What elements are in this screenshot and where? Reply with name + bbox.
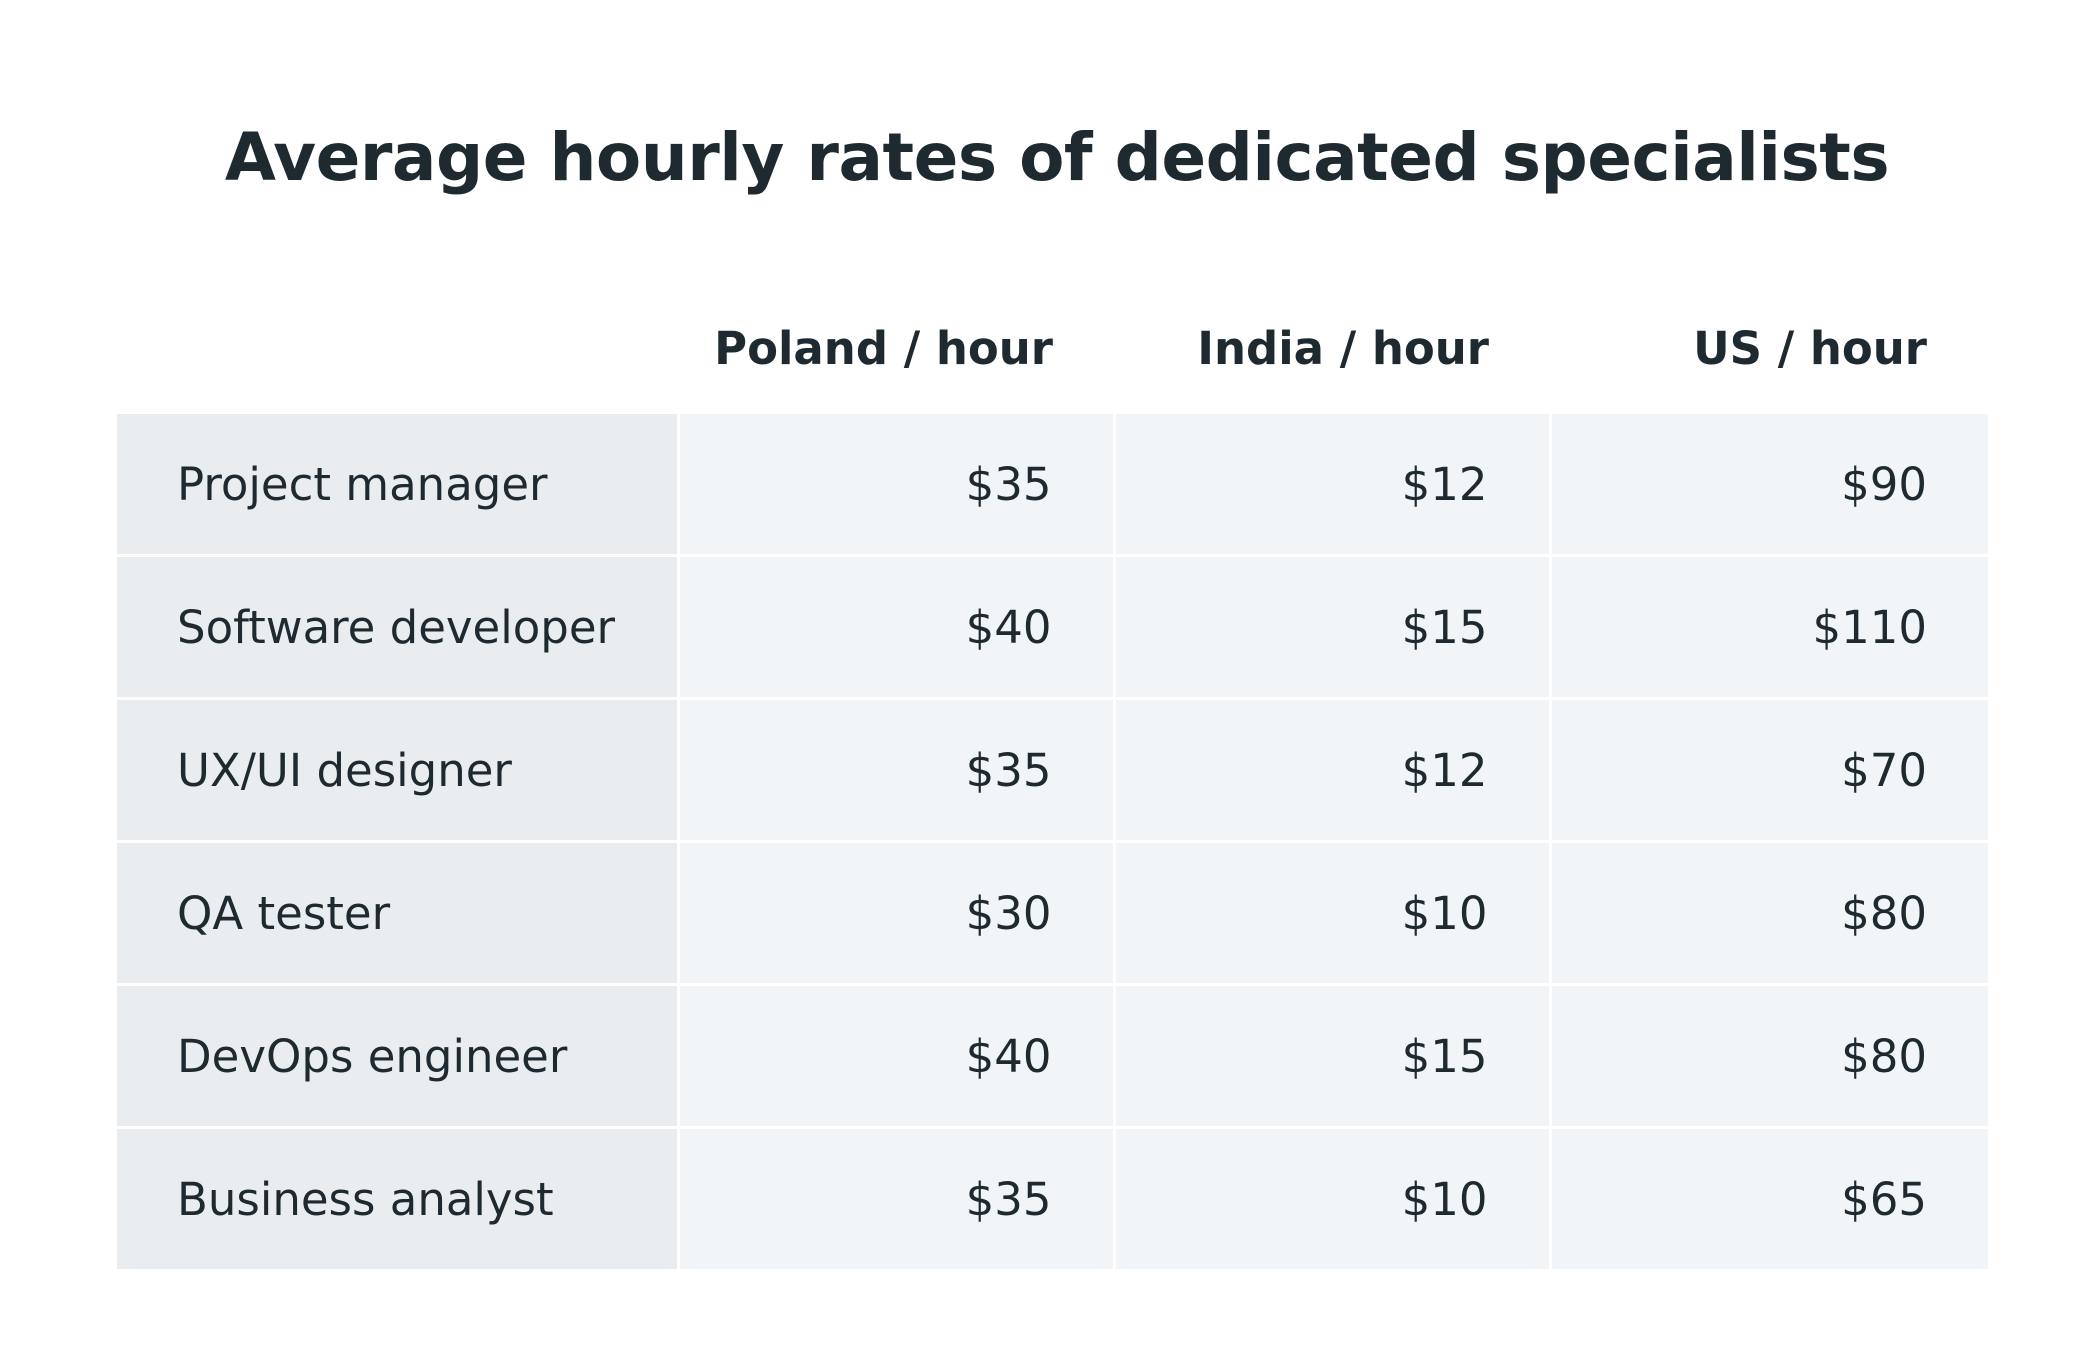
table-row: QA tester $30 $10 $80 (117, 840, 1988, 986)
poland-rate-cell: $35 (676, 414, 1116, 557)
us-rate-cell: $90 (1548, 414, 1988, 557)
poland-rate-cell: $40 (676, 554, 1116, 700)
us-rate-cell: $65 (1548, 1126, 1988, 1269)
header-poland: Poland / hour (678, 282, 1114, 414)
role-cell: Software developer (117, 554, 680, 700)
india-rate-cell: $12 (1112, 697, 1552, 843)
table-row: DevOps engineer $40 $15 $80 (117, 983, 1988, 1129)
poland-rate-cell: $35 (676, 697, 1116, 843)
role-cell: QA tester (117, 840, 680, 986)
rates-table: Poland / hour India / hour US / hour Pro… (117, 282, 1988, 1269)
role-cell: Business analyst (117, 1126, 680, 1269)
us-rate-cell: $70 (1548, 697, 1988, 843)
india-rate-cell: $15 (1112, 983, 1552, 1129)
role-cell: DevOps engineer (117, 983, 680, 1129)
india-rate-cell: $10 (1112, 1126, 1552, 1269)
role-cell: Project manager (117, 414, 680, 557)
india-rate-cell: $10 (1112, 840, 1552, 986)
header-role (117, 282, 678, 414)
header-us: US / hour (1550, 282, 1988, 414)
header-india: India / hour (1114, 282, 1550, 414)
us-rate-cell: $110 (1548, 554, 1988, 700)
table-row: Business analyst $35 $10 $65 (117, 1126, 1988, 1269)
table-row: Project manager $35 $12 $90 (117, 414, 1988, 557)
role-cell: UX/UI designer (117, 697, 680, 843)
poland-rate-cell: $35 (676, 1126, 1116, 1269)
chart-title: Average hourly rates of dedicated specia… (224, 119, 1890, 196)
us-rate-cell: $80 (1548, 840, 1988, 986)
us-rate-cell: $80 (1548, 983, 1988, 1129)
poland-rate-cell: $40 (676, 983, 1116, 1129)
india-rate-cell: $15 (1112, 554, 1552, 700)
poland-rate-cell: $30 (676, 840, 1116, 986)
header-row: Poland / hour India / hour US / hour (117, 282, 1988, 414)
table-row: Software developer $40 $15 $110 (117, 554, 1988, 700)
table-row: UX/UI designer $35 $12 $70 (117, 697, 1988, 843)
india-rate-cell: $12 (1112, 414, 1552, 557)
